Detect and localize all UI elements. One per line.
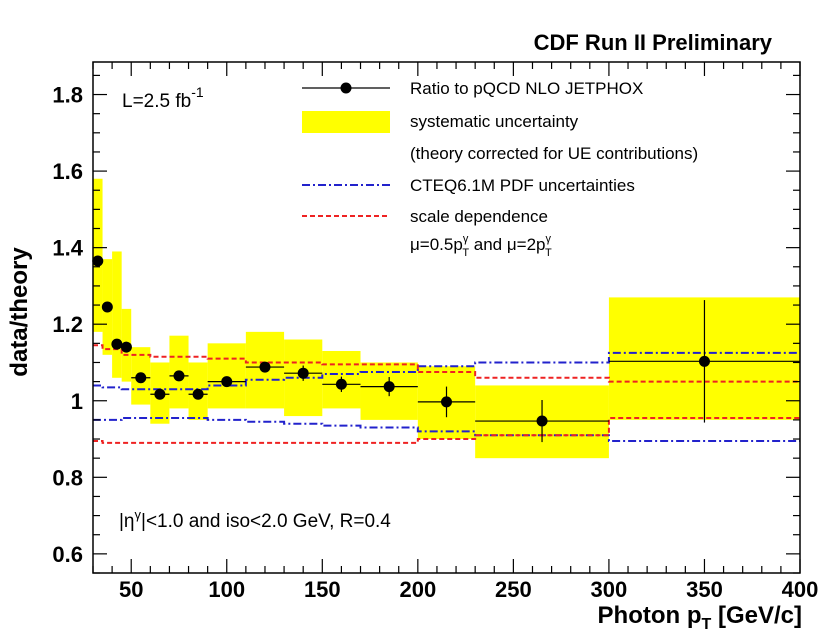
mu-part-1: μ=0.5p bbox=[410, 235, 463, 254]
luminosity-label: L=2.5 fb-1 bbox=[122, 84, 204, 112]
legend-entry-mu: μ=0.5pγ T and μ=2pγ T bbox=[410, 233, 552, 259]
legend-entry-ratio: Ratio to pQCD NLO JETPHOX bbox=[410, 79, 643, 98]
y-tick-label: 1.6 bbox=[52, 159, 83, 184]
mu-sub-2: T bbox=[545, 247, 552, 259]
chart-title: CDF Run II Preliminary bbox=[534, 30, 773, 55]
systematic-band-bin bbox=[93, 178, 103, 332]
y-tick-label: 1.8 bbox=[52, 83, 83, 108]
legend-marker-dot bbox=[340, 82, 352, 94]
data-point bbox=[92, 255, 104, 267]
data-point bbox=[698, 355, 710, 367]
x-tick-label: 100 bbox=[208, 577, 245, 602]
selection-cut-label: |ηγ|<1.0 and iso<2.0 GeV, R=0.4 bbox=[119, 507, 391, 532]
x-axis-title: Photon pT [GeV/c] bbox=[598, 602, 802, 631]
data-point bbox=[135, 372, 147, 384]
x-tick-label: 400 bbox=[782, 577, 819, 602]
plot-area: 50 100 150 200 250 300 350 400 0.6 0.8 1 1.2 1.4 1.6 1… bbox=[52, 61, 819, 602]
legend: Ratio to pQCD NLO JETPHOX systematic unc… bbox=[302, 79, 698, 259]
legend-entry-pdf: CTEQ6.1M PDF uncertainties bbox=[410, 176, 635, 195]
x-tick-label: 300 bbox=[591, 577, 628, 602]
systematic-band-bin bbox=[207, 343, 246, 409]
x-axis-title-sub: T bbox=[702, 616, 712, 631]
legend-entry-scale: scale dependence bbox=[410, 207, 548, 226]
mu-sub-1: T bbox=[462, 247, 469, 259]
data-point bbox=[259, 361, 271, 373]
data-point bbox=[154, 388, 166, 400]
x-tick-label: 200 bbox=[399, 577, 436, 602]
cut-label-sup: γ bbox=[135, 507, 142, 522]
luminosity-main: L=2.5 fb bbox=[122, 91, 191, 112]
data-point bbox=[335, 378, 347, 390]
legend-entry-ue-note: (theory corrected for UE contributions) bbox=[410, 144, 698, 163]
data-point bbox=[297, 367, 309, 379]
y-tick-label: 0.8 bbox=[52, 465, 83, 490]
data-point bbox=[120, 341, 132, 353]
cut-label-rest: |<1.0 and iso<2.0 GeV, R=0.4 bbox=[141, 511, 391, 532]
pdf-uncertainty-lower-line bbox=[93, 416, 800, 442]
data-point bbox=[111, 338, 123, 350]
scale-dependence-lower-line bbox=[93, 416, 800, 444]
scale-dependence-upper-line bbox=[93, 344, 800, 383]
legend-swatch-systematic bbox=[302, 111, 390, 133]
mu-sup-2: γ bbox=[546, 233, 552, 245]
y-tick-label: 0.6 bbox=[52, 542, 83, 567]
y-axis-title: data/theory bbox=[6, 247, 33, 377]
luminosity-exponent: -1 bbox=[191, 84, 204, 100]
data-point bbox=[221, 376, 233, 388]
mu-part-2: and μ=2p bbox=[469, 235, 545, 254]
data-point bbox=[101, 301, 113, 313]
x-tick-label: 350 bbox=[686, 577, 723, 602]
x-tick-label: 150 bbox=[304, 577, 341, 602]
y-tick-label: 1.2 bbox=[52, 312, 83, 337]
data-point bbox=[441, 396, 452, 408]
mu-sup-1: γ bbox=[463, 233, 469, 245]
data-point bbox=[383, 381, 395, 393]
x-axis-title-unit: [GeV/c] bbox=[711, 602, 802, 629]
legend-entry-systematic: systematic uncertainty bbox=[410, 112, 579, 131]
y-tick-label: 1 bbox=[71, 389, 83, 414]
x-axis-title-main: Photon p bbox=[598, 602, 702, 629]
data-point bbox=[173, 370, 185, 382]
x-tick-label: 50 bbox=[119, 577, 143, 602]
plot-frame bbox=[92, 61, 801, 574]
systematic-band-bin bbox=[112, 251, 122, 378]
x-tick-label: 250 bbox=[495, 577, 532, 602]
cut-label-main: |η bbox=[119, 511, 135, 532]
data-point bbox=[192, 388, 204, 400]
y-tick-label: 1.4 bbox=[52, 236, 83, 261]
data-point bbox=[536, 415, 548, 427]
